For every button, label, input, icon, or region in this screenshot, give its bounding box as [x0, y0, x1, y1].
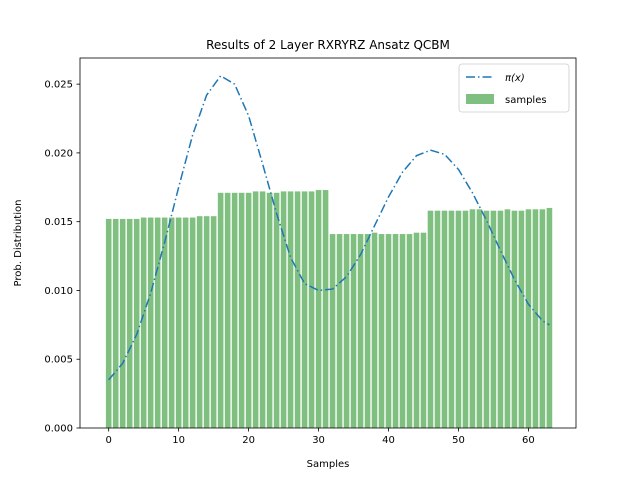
- bar: [504, 209, 511, 428]
- bar: [483, 210, 490, 428]
- bar: [182, 217, 189, 428]
- bar: [301, 191, 308, 428]
- bar: [497, 210, 504, 428]
- y-tick-label: 0.005: [44, 355, 73, 366]
- bar: [252, 191, 259, 428]
- legend: π(x) samples: [458, 63, 570, 113]
- bar: [322, 190, 329, 428]
- bar: [154, 217, 161, 428]
- bar: [441, 210, 448, 428]
- bar: [105, 218, 112, 428]
- bar: [315, 190, 322, 428]
- bar: [399, 234, 406, 428]
- bar: [518, 210, 525, 428]
- plot-frame: [79, 57, 577, 429]
- bar: [357, 234, 364, 428]
- bar: [427, 210, 434, 428]
- bar: [168, 217, 175, 428]
- bar: [175, 217, 182, 428]
- pi-line: [108, 74, 550, 381]
- bar: [217, 192, 224, 428]
- bar: [273, 192, 280, 428]
- bar: [238, 192, 245, 428]
- bar: [336, 234, 343, 428]
- bar: [259, 191, 266, 428]
- x-tick-label: 20: [242, 435, 255, 446]
- x-tick-label: 50: [452, 435, 465, 446]
- bar: [385, 234, 392, 428]
- bar: [525, 209, 532, 428]
- bar: [140, 217, 147, 428]
- bar: [392, 234, 399, 428]
- bar: [539, 209, 546, 428]
- bar: [511, 210, 518, 428]
- x-axis-label: Samples: [307, 459, 350, 470]
- bar: [532, 209, 539, 428]
- y-tick-label: 0.025: [44, 80, 73, 91]
- bar: [455, 210, 462, 428]
- bar: [119, 218, 126, 428]
- bar: [112, 218, 119, 428]
- bar: [231, 192, 238, 428]
- bar: [343, 234, 350, 428]
- bar: [189, 217, 196, 428]
- bar: [413, 232, 420, 428]
- bar: [448, 210, 455, 428]
- x-tick-label: 30: [312, 435, 325, 446]
- bar: [245, 192, 252, 428]
- x-tick-label: 60: [522, 435, 535, 446]
- bar: [161, 217, 168, 428]
- x-axis: 0 10 20 30 40 50 60: [105, 428, 535, 446]
- bar: [224, 192, 231, 428]
- bar: [329, 234, 336, 428]
- bar: [364, 234, 371, 428]
- bar: [469, 209, 476, 428]
- legend-label-samples: samples: [505, 95, 547, 106]
- bar: [406, 234, 413, 428]
- y-tick-label: 0.020: [44, 148, 73, 159]
- bar-series: [105, 190, 553, 428]
- x-tick-label: 0: [105, 435, 111, 446]
- bar: [434, 210, 441, 428]
- bar: [196, 216, 203, 428]
- y-tick-label: 0.015: [44, 217, 73, 228]
- bar: [203, 216, 210, 428]
- bar: [476, 209, 483, 428]
- legend-bar-swatch: [466, 94, 494, 104]
- x-tick-label: 40: [382, 435, 395, 446]
- y-tick-label: 0.010: [44, 286, 73, 297]
- x-tick-label: 10: [172, 435, 185, 446]
- bar: [147, 217, 154, 428]
- bar: [210, 216, 217, 428]
- y-axis-label: Prob. Distribution: [13, 200, 24, 287]
- bar: [490, 210, 497, 428]
- bar: [546, 207, 553, 428]
- y-axis: 0.000 0.005 0.010 0.015 0.020 0.025: [44, 80, 80, 435]
- bar: [266, 192, 273, 428]
- bar: [378, 234, 385, 428]
- bar: [308, 191, 315, 428]
- bar: [350, 234, 357, 428]
- bar: [462, 210, 469, 428]
- bar: [371, 232, 378, 428]
- bar: [280, 191, 287, 428]
- bar: [133, 218, 140, 428]
- bar: [420, 232, 427, 428]
- bar: [294, 191, 301, 428]
- bar: [126, 218, 133, 428]
- bar: [287, 191, 294, 428]
- legend-label-pi: π(x): [505, 73, 525, 84]
- chart-title: Results of 2 Layer RXRYRZ Ansatz QCBM: [206, 38, 450, 52]
- y-tick-label: 0.000: [44, 424, 73, 435]
